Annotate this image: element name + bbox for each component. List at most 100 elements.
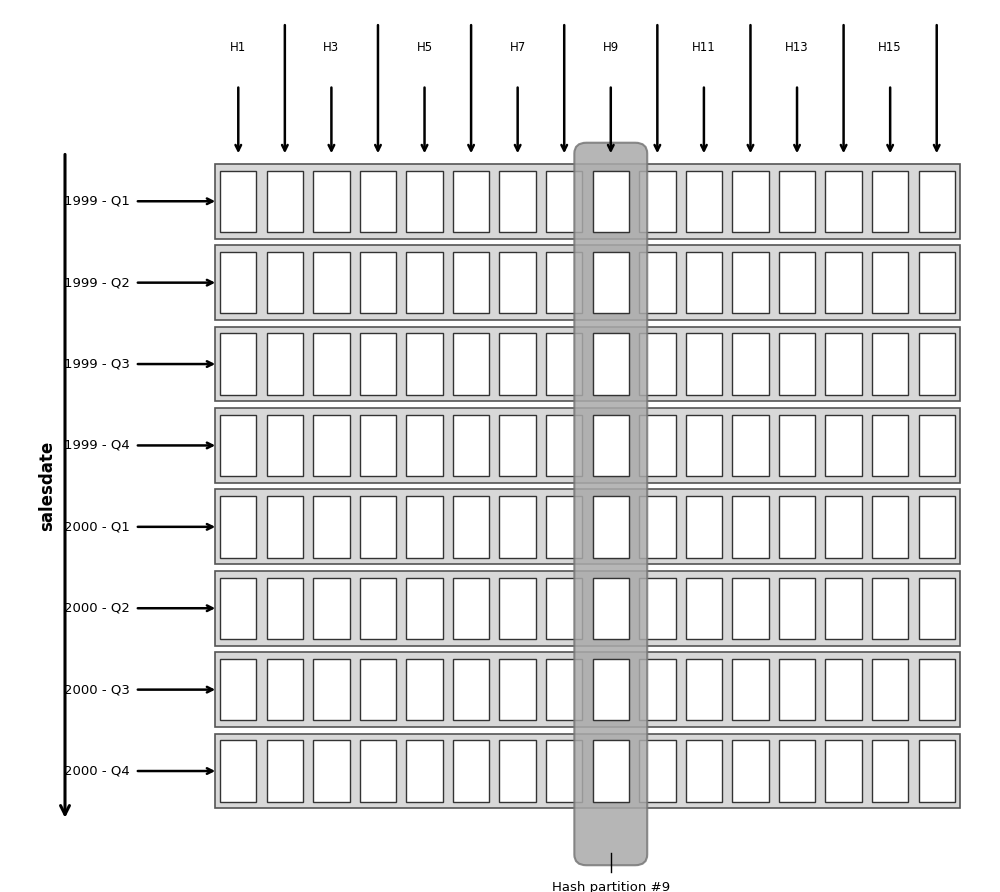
Bar [499,740,536,802]
Bar [267,415,303,476]
Bar [499,415,536,476]
Bar [360,415,396,476]
Bar [267,740,303,802]
Bar [360,496,396,558]
Bar [825,577,862,639]
Bar [872,577,908,639]
Bar [267,170,303,232]
Bar [267,334,303,395]
Bar [825,170,862,232]
Text: Hash partition #9: Hash partition #9 [552,881,670,892]
Bar [215,571,960,646]
Bar [919,496,955,558]
Bar [267,252,303,313]
Text: H11: H11 [692,40,716,54]
Bar [593,334,629,395]
Bar [639,496,676,558]
Bar [406,496,443,558]
Bar [686,415,722,476]
Text: 1999 - Q1: 1999 - Q1 [64,194,130,208]
Bar [220,170,256,232]
Bar [499,170,536,232]
Bar [686,170,722,232]
Bar [220,415,256,476]
Bar [267,659,303,721]
Bar [499,577,536,639]
Bar [220,334,256,395]
Bar [779,170,815,232]
Bar [313,334,350,395]
Text: H7: H7 [510,40,526,54]
Bar [593,577,629,639]
Bar [593,334,629,395]
Bar [406,740,443,802]
Text: H1: H1 [230,40,246,54]
Bar [546,252,582,313]
Bar [546,415,582,476]
Bar [779,496,815,558]
Bar [313,496,350,558]
Bar [406,577,443,639]
Text: H5: H5 [416,40,433,54]
Bar [220,659,256,721]
Bar [215,164,960,239]
Bar [546,740,582,802]
Bar [919,659,955,721]
Bar [593,740,629,802]
Bar [313,252,350,313]
Text: H3: H3 [323,40,339,54]
Bar [546,496,582,558]
Bar [872,252,908,313]
Bar [593,170,629,232]
Bar [639,740,676,802]
Bar [872,659,908,721]
Bar [453,334,489,395]
Bar [546,170,582,232]
Bar [499,252,536,313]
Bar [215,652,960,727]
Bar [872,415,908,476]
Bar [732,415,769,476]
Bar [593,415,629,476]
Bar [406,415,443,476]
Bar [872,170,908,232]
Bar [732,496,769,558]
Bar [686,252,722,313]
Bar [919,334,955,395]
Bar [499,496,536,558]
Bar [872,496,908,558]
Bar [825,659,862,721]
Bar [593,577,629,639]
Bar [593,496,629,558]
Bar [546,577,582,639]
Bar [639,170,676,232]
Bar [639,415,676,476]
Bar [779,334,815,395]
Bar [215,245,960,320]
Text: salesdate: salesdate [38,441,56,532]
Bar [825,415,862,476]
Bar [686,334,722,395]
Bar [639,577,676,639]
Bar [686,496,722,558]
Bar [220,577,256,639]
Bar [779,577,815,639]
Bar [593,659,629,721]
FancyBboxPatch shape [574,143,647,865]
Bar [686,659,722,721]
Bar [215,408,960,483]
Text: 2000 - Q2: 2000 - Q2 [64,602,130,615]
Bar [593,252,629,313]
Bar [593,415,629,476]
Bar [220,496,256,558]
Bar [686,577,722,639]
Bar [360,577,396,639]
Bar [453,170,489,232]
Text: H15: H15 [878,40,902,54]
Text: 1999 - Q4: 1999 - Q4 [64,439,130,452]
Bar [406,334,443,395]
Bar [546,334,582,395]
Bar [825,496,862,558]
Bar [825,740,862,802]
Bar [639,334,676,395]
